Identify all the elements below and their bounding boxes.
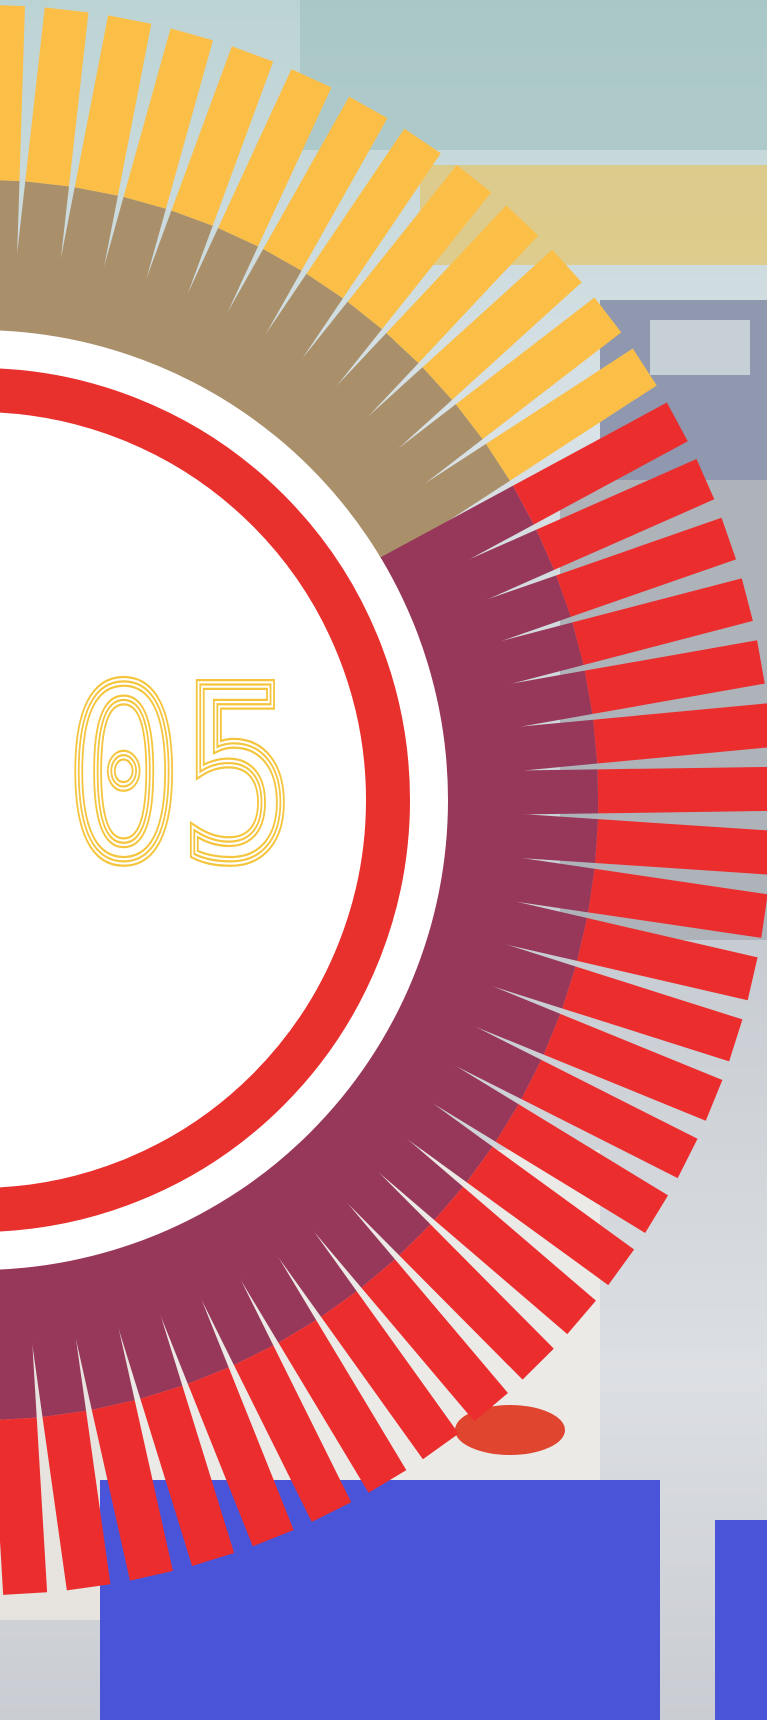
ray-inner	[407, 670, 593, 746]
ray-inner	[87, 1213, 183, 1399]
ray-inner	[153, 1184, 274, 1366]
ray-outer	[140, 1385, 235, 1566]
ray-outer	[577, 918, 758, 1001]
ray-outer	[512, 402, 688, 525]
ray-outer	[25, 7, 89, 187]
section-number-inner: 05	[66, 637, 295, 914]
ray-inner	[174, 249, 302, 428]
ray-outer	[536, 459, 715, 570]
ray-outer	[595, 819, 767, 875]
ray-outer	[593, 703, 767, 764]
ray-inner	[360, 978, 542, 1100]
ray-outer	[123, 28, 213, 209]
ray-inner	[109, 210, 213, 395]
ray-outer	[278, 1320, 407, 1493]
number-group: 05 05 05	[61, 632, 300, 919]
ray-outer	[521, 1059, 698, 1179]
ray-outer	[0, 4, 25, 181]
ray-outer	[485, 348, 657, 481]
ray-inner	[342, 1010, 519, 1142]
ray-inner	[321, 1040, 493, 1183]
ray-inner	[398, 622, 584, 711]
logo	[455, 1405, 565, 1455]
ray-outer	[588, 868, 767, 938]
ray-inner	[75, 196, 166, 383]
ray-outer	[74, 15, 152, 196]
ray-outer	[543, 1013, 723, 1121]
ray-outer	[572, 578, 753, 666]
ray-outer	[91, 1400, 173, 1581]
section-number-outer: 05	[66, 637, 295, 914]
ray-outer	[263, 96, 388, 271]
ray-inner	[263, 332, 419, 495]
ray-inner	[335, 443, 510, 579]
ray-inner	[289, 367, 453, 521]
ray-inner	[415, 807, 599, 864]
ray-outer	[42, 1410, 111, 1591]
ray-outer	[434, 1186, 596, 1335]
ray-outer	[597, 766, 767, 814]
ray-inner	[52, 1224, 135, 1410]
ray-inner	[185, 1165, 317, 1343]
ray-inner	[401, 877, 588, 961]
ray-outer	[0, 1417, 48, 1595]
ray-inner	[390, 912, 576, 1009]
ray-inner	[0, 1237, 37, 1421]
ray-outer	[422, 249, 582, 400]
ray-inner	[417, 769, 599, 816]
ray-inner	[205, 273, 343, 448]
ray-inner	[297, 1069, 464, 1221]
ray-outer	[584, 640, 765, 715]
ray-inner	[40, 187, 118, 373]
ray-outer	[347, 164, 492, 330]
ray-inner	[235, 301, 382, 470]
ray-inner	[313, 404, 483, 549]
section-number-gap: 05	[66, 637, 295, 914]
ray-outer	[495, 1104, 669, 1233]
ray-outer	[171, 46, 274, 226]
ray-outer	[556, 517, 737, 617]
red-ring	[0, 368, 410, 1232]
ray-inner	[142, 227, 259, 410]
machine-screen	[650, 320, 750, 375]
ray-inner	[410, 842, 595, 913]
pallet-right	[715, 1520, 767, 1720]
ray-outer	[386, 205, 539, 364]
ray-outer	[455, 297, 622, 440]
ray-inner	[216, 1144, 357, 1317]
ray-outer	[306, 128, 441, 299]
ray-outer	[562, 966, 743, 1062]
sunburst	[0, 4, 767, 1595]
ray-inner	[377, 945, 561, 1055]
ray-inner	[0, 179, 20, 361]
ray-inner	[386, 575, 571, 677]
ray-inner	[120, 1200, 229, 1384]
ray-outer	[233, 1345, 352, 1522]
ray-outer	[466, 1146, 635, 1286]
ray-inner	[272, 1096, 431, 1256]
ray-outer	[361, 1259, 508, 1422]
ray-inner	[17, 1232, 87, 1418]
ray-outer	[399, 1224, 554, 1380]
ray-inner	[354, 485, 534, 611]
ray-inner	[413, 719, 598, 781]
ray-inner	[371, 529, 555, 643]
ray-outer	[321, 1291, 459, 1460]
ray-outer	[187, 1367, 294, 1547]
ray-inner	[245, 1121, 395, 1288]
ray-outer	[218, 69, 332, 247]
